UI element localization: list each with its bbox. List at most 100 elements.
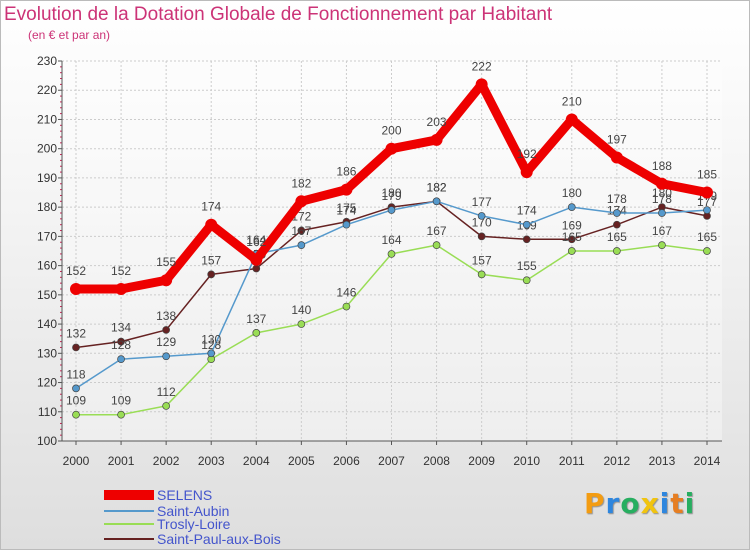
data-label-selens-2014: 185	[697, 168, 717, 182]
x-tick-label-2012: 2012	[604, 454, 631, 468]
data-point-trosly-loire-2011	[567, 247, 576, 255]
data-point-saint-aubin-2008	[432, 197, 441, 206]
data-label-selens-2004: 162	[246, 235, 266, 249]
data-point-saint-paul-aux-bois-2012	[613, 220, 621, 229]
data-label-saint-paul-aux-bois-2002: 138	[156, 309, 176, 323]
data-point-trosly-loire-2012	[613, 247, 621, 255]
data-point-saint-aubin-2001	[117, 355, 125, 364]
data-label-saint-aubin-2012: 178	[607, 192, 627, 206]
data-label-trosly-loire-2011: 165	[562, 230, 582, 244]
data-label-saint-paul-aux-bois-2013: 180	[652, 186, 672, 200]
data-label-trosly-loire-2010: 155	[517, 259, 537, 273]
data-point-saint-paul-aux-bois-2000	[72, 343, 80, 352]
legend-item-selens[interactable]: SELENS	[104, 487, 212, 503]
data-point-selens-2008	[430, 133, 443, 146]
data-label-trosly-loire-2001: 109	[111, 394, 131, 408]
x-tick-label-2006: 2006	[333, 454, 360, 468]
data-point-trosly-loire-2008	[432, 241, 441, 250]
data-label-saint-aubin-2009: 177	[472, 195, 492, 209]
x-tick-label-2013: 2013	[649, 454, 676, 468]
legend-label-saint-paul-aux-bois: Saint-Paul-aux-Bois	[157, 531, 281, 547]
data-label-trosly-loire-2009: 157	[472, 253, 492, 267]
y-tick-label-190: 190	[37, 171, 57, 185]
data-point-selens-2003	[205, 218, 218, 231]
data-point-trosly-loire-2004	[252, 328, 261, 337]
data-point-saint-paul-aux-bois-2002	[162, 326, 170, 334]
data-point-saint-paul-aux-bois-2005	[297, 226, 306, 235]
series-selens: 152 152 155 174 162 182 186 200 203 222 192 210 197 1…	[66, 59, 717, 295]
legend-item-trosly-loire[interactable]: Trosly-Loire	[104, 516, 230, 532]
y-tick-label-100: 100	[37, 434, 57, 448]
data-label-saint-aubin-2000: 118	[66, 367, 85, 381]
data-point-saint-aubin-2013	[658, 209, 666, 217]
data-label-saint-aubin-2010: 174	[517, 204, 537, 218]
y-tick-label-130: 130	[37, 346, 57, 360]
data-point-saint-aubin-2000	[72, 384, 80, 393]
data-point-selens-2001	[115, 283, 128, 295]
data-label-saint-paul-aux-bois-2001: 134	[111, 321, 131, 335]
data-point-selens-2006	[340, 183, 353, 196]
data-point-selens-2011	[565, 113, 578, 126]
y-tick-label-140: 140	[37, 317, 57, 331]
x-tick-label-2014: 2014	[694, 454, 721, 468]
data-label-trosly-loire-2012: 165	[607, 230, 627, 244]
data-label-saint-aubin-2003: 130	[201, 332, 221, 346]
data-label-trosly-loire-2002: 112	[157, 385, 176, 399]
data-point-selens-2010	[520, 166, 533, 179]
data-point-selens-2007	[385, 142, 398, 155]
data-point-saint-paul-aux-bois-2011	[567, 235, 576, 244]
chart-title: Evolution de la Dotation Globale de Fonc…	[4, 4, 553, 25]
data-point-trosly-loire-2000	[72, 410, 80, 419]
proxiti-logo: Proxiti	[584, 487, 696, 520]
data-point-saint-aubin-2011	[567, 203, 576, 212]
data-label-saint-aubin-2001: 128	[111, 338, 131, 352]
data-point-saint-paul-aux-bois-2010	[522, 235, 531, 244]
data-label-selens-2011: 210	[562, 94, 582, 108]
y-tick-label-160: 160	[37, 259, 57, 273]
data-point-selens-2012	[610, 151, 623, 164]
x-tick-label-2007: 2007	[378, 454, 405, 468]
x-tick-label-2010: 2010	[513, 454, 540, 468]
legend-item-saint-aubin[interactable]: Saint-Aubin	[104, 503, 229, 519]
data-point-saint-aubin-2009	[477, 212, 486, 220]
data-label-saint-aubin-2013: 178	[652, 192, 672, 206]
data-label-selens-2003: 174	[201, 200, 221, 214]
data-point-selens-2002	[160, 274, 173, 287]
data-point-trosly-loire-2010	[522, 276, 531, 285]
data-label-selens-2001: 152	[111, 264, 131, 278]
data-label-trosly-loire-2013: 167	[652, 224, 672, 238]
legend-label-saint-aubin: Saint-Aubin	[157, 503, 230, 519]
data-label-selens-2002: 155	[156, 255, 176, 269]
data-point-saint-aubin-2002	[162, 352, 170, 361]
data-label-selens-2010: 192	[517, 147, 537, 161]
y-tick-label-200: 200	[37, 142, 57, 156]
data-label-trosly-loire-2006: 146	[336, 286, 356, 300]
data-label-saint-aubin-2011: 180	[562, 186, 582, 200]
legend-swatch-saint-paul-aux-bois	[104, 538, 154, 540]
data-label-saint-aubin-2008: 182	[427, 180, 447, 194]
data-point-saint-aubin-2006	[342, 220, 351, 229]
data-label-saint-paul-aux-bois-2000: 132	[66, 326, 86, 340]
x-tick-label-2003: 2003	[198, 454, 225, 468]
legend-swatch-selens	[104, 490, 154, 500]
x-tick-label-2001: 2001	[108, 454, 135, 468]
data-label-saint-aubin-2005: 167	[291, 224, 311, 238]
data-point-trosly-loire-2013	[658, 241, 666, 250]
data-point-selens-2013	[655, 177, 668, 190]
data-point-saint-aubin-2012	[613, 209, 621, 217]
data-label-saint-paul-aux-bois-2006: 175	[336, 201, 356, 215]
data-point-trosly-loire-2005	[297, 320, 306, 328]
data-label-trosly-loire-2000: 109	[66, 394, 86, 408]
legend-label-selens: SELENS	[157, 487, 213, 503]
data-point-saint-paul-aux-bois-2003	[207, 270, 216, 279]
legend-item-saint-paul-aux-bois[interactable]: Saint-Paul-aux-Bois	[104, 531, 281, 547]
data-label-saint-aubin-2007: 179	[381, 189, 401, 203]
data-point-saint-aubin-2014	[703, 206, 711, 214]
data-label-selens-2007: 200	[381, 124, 401, 138]
data-point-saint-paul-aux-bois-2009	[477, 232, 486, 241]
legend-swatch-trosly-loire	[104, 523, 154, 525]
data-label-saint-aubin-2002: 129	[156, 335, 176, 349]
data-point-trosly-loire-2007	[387, 250, 396, 258]
